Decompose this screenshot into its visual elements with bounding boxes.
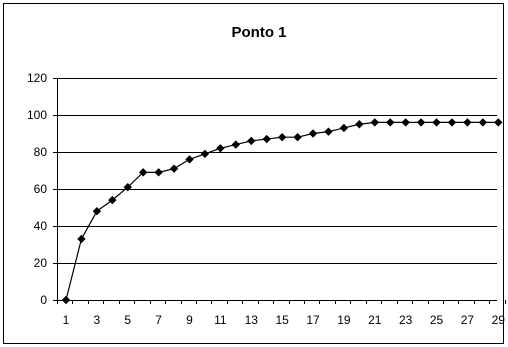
x-tick-label-9: 9 bbox=[186, 313, 193, 327]
data-point-18 bbox=[324, 127, 333, 136]
y-tick-label-120: 120 bbox=[27, 71, 47, 85]
data-point-12 bbox=[231, 140, 241, 149]
data-point-16 bbox=[293, 133, 302, 142]
data-point-6 bbox=[138, 168, 148, 177]
gridlines bbox=[57, 78, 497, 264]
x-tick-label-27: 27 bbox=[461, 313, 475, 327]
x-tick-label-15: 15 bbox=[275, 313, 289, 327]
data-point-27 bbox=[463, 118, 472, 127]
data-point-29 bbox=[494, 118, 503, 127]
x-tick-label-1: 1 bbox=[63, 313, 70, 327]
x-tick-label-21: 21 bbox=[368, 313, 382, 327]
data-point-11 bbox=[216, 144, 225, 153]
data-point-3 bbox=[92, 207, 102, 216]
x-tick-label-23: 23 bbox=[399, 313, 413, 327]
data-series bbox=[61, 118, 503, 305]
y-tick-label-20: 20 bbox=[34, 256, 48, 270]
data-point-28 bbox=[478, 118, 488, 127]
data-point-25 bbox=[432, 118, 441, 127]
y-tick-label-40: 40 bbox=[34, 219, 48, 233]
data-point-15 bbox=[277, 133, 287, 142]
x-tick-label-17: 17 bbox=[306, 313, 320, 327]
x-tick-label-25: 25 bbox=[430, 313, 444, 327]
data-point-9 bbox=[185, 155, 194, 164]
x-tick-label-7: 7 bbox=[155, 313, 162, 327]
data-point-22 bbox=[386, 118, 395, 127]
data-point-8 bbox=[169, 164, 179, 173]
axes bbox=[53, 78, 506, 304]
x-tick-label-13: 13 bbox=[245, 313, 259, 327]
y-tick-labels: 0 20 40 60 80 100 120 bbox=[27, 71, 47, 307]
x-tick-label-19: 19 bbox=[337, 313, 351, 327]
data-point-19 bbox=[339, 123, 349, 133]
x-tick-label-5: 5 bbox=[124, 313, 131, 327]
x-tick-labels: 1 3 5 7 9 11 13 15 17 19 21 23 25 27 29 bbox=[63, 313, 506, 327]
data-point-1 bbox=[61, 295, 71, 305]
chart-title: Ponto 1 bbox=[232, 24, 287, 41]
data-point-17 bbox=[308, 129, 318, 138]
y-tick-label-60: 60 bbox=[34, 182, 48, 196]
data-point-20 bbox=[355, 120, 364, 129]
data-point-4 bbox=[108, 195, 117, 205]
chart-frame bbox=[3, 3, 504, 344]
data-point-24 bbox=[416, 118, 426, 127]
data-point-10 bbox=[200, 149, 210, 159]
data-point-5 bbox=[123, 182, 132, 192]
data-point-13 bbox=[247, 136, 256, 146]
data-point-21 bbox=[370, 118, 379, 127]
data-point-23 bbox=[401, 118, 410, 127]
x-tick-label-11: 11 bbox=[214, 313, 227, 327]
data-point-14 bbox=[262, 134, 271, 144]
y-tick-label-0: 0 bbox=[40, 293, 47, 307]
y-tick-label-100: 100 bbox=[27, 108, 47, 122]
x-tick-label-29: 29 bbox=[492, 313, 506, 327]
data-point-7 bbox=[154, 168, 163, 177]
y-tick-label-80: 80 bbox=[34, 145, 48, 159]
data-point-26 bbox=[447, 118, 457, 127]
x-tick-label-3: 3 bbox=[94, 313, 101, 327]
data-point-2 bbox=[77, 234, 86, 244]
